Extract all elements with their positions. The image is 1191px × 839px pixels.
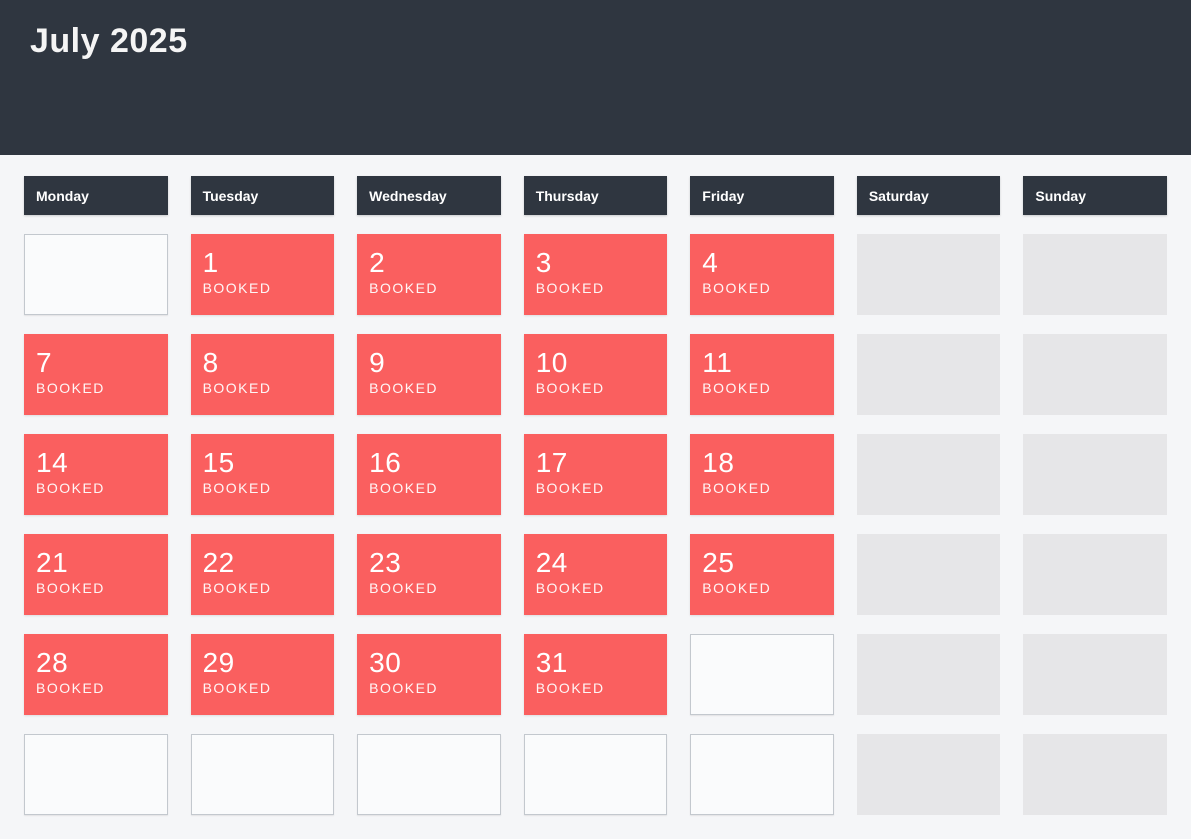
day-cell-booked[interactable]: 24 BOOKED [523,534,668,615]
day-number: 9 [369,347,386,378]
day-cell-booked[interactable]: 7 BOOKED [24,334,168,415]
booked-label: BOOKED [202,380,272,397]
day-cell-booked[interactable]: 8 BOOKED [190,334,335,415]
booked-label: BOOKED [369,480,439,497]
day-cell-empty[interactable] [190,734,335,815]
day-number: 14 [36,447,69,478]
weekend-cell [856,334,1001,415]
day-cell-booked[interactable]: 18 BOOKED [690,434,834,515]
booked-label: BOOKED [202,680,272,697]
day-cell-empty[interactable] [24,234,168,315]
day-number: 29 [202,647,235,678]
day-number: 7 [36,347,53,378]
booked-label: BOOKED [535,480,605,497]
day-cell-empty[interactable] [357,734,501,815]
day-cell-empty[interactable] [523,734,668,815]
weekday-header-tuesday: Tuesday [190,176,335,215]
booked-label: BOOKED [202,480,272,497]
day-number: 31 [535,647,568,678]
day-number: 2 [369,247,386,278]
day-cell-empty[interactable] [24,734,168,815]
booked-label: BOOKED [535,680,605,697]
day-cell-booked[interactable]: 9 BOOKED [357,334,501,415]
weekend-cell [856,234,1001,315]
booked-label: BOOKED [702,280,772,297]
day-cell-booked[interactable]: 10 BOOKED [523,334,668,415]
weekday-header-saturday: Saturday [856,176,1001,215]
day-cell-booked[interactable]: 23 BOOKED [357,534,501,615]
booked-label: BOOKED [702,580,772,597]
booked-label: BOOKED [535,580,605,597]
booked-label: BOOKED [702,480,772,497]
booked-label: BOOKED [36,380,105,397]
day-number: 25 [702,547,735,578]
weekend-cell [1023,534,1167,615]
day-number: 23 [369,547,402,578]
booked-label: BOOKED [369,280,439,297]
booked-label: BOOKED [36,480,105,497]
page-title: July 2025 [30,22,188,60]
weekend-cell [1023,734,1167,815]
weekend-cell [1023,334,1167,415]
day-cell-booked[interactable]: 28 BOOKED [24,634,168,715]
day-number: 22 [202,547,235,578]
day-cell-booked[interactable]: 17 BOOKED [523,434,668,515]
day-number: 18 [702,447,735,478]
day-number: 24 [535,547,568,578]
day-number: 3 [535,247,552,278]
day-number: 10 [535,347,568,378]
weekend-cell [856,734,1001,815]
day-number: 8 [202,347,219,378]
day-cell-booked[interactable]: 30 BOOKED [357,634,501,715]
booked-label: BOOKED [369,380,439,397]
day-number: 15 [202,447,235,478]
day-cell-booked[interactable]: 29 BOOKED [190,634,335,715]
booked-label: BOOKED [369,580,439,597]
day-number: 11 [702,347,733,378]
weekday-header-monday: Monday [24,176,168,215]
booked-label: BOOKED [535,380,605,397]
day-number: 28 [36,647,69,678]
app-header: July 2025 [0,0,1191,155]
booked-label: BOOKED [36,680,105,697]
weekend-cell [856,534,1001,615]
day-number: 21 [36,547,69,578]
weekend-cell [856,634,1001,715]
weekday-header-thursday: Thursday [523,176,668,215]
day-number: 4 [702,247,719,278]
calendar-grid: Monday Tuesday Wednesday Thursday Friday Satu… [24,176,1167,815]
day-cell-booked[interactable]: 16 BOOKED [357,434,501,515]
day-cell-booked[interactable]: 2 BOOKED [357,234,501,315]
booked-label: BOOKED [369,680,439,697]
booked-label: BOOKED [702,380,772,397]
day-number: 1 [202,247,219,278]
day-cell-empty[interactable] [690,634,834,715]
weekend-cell [856,434,1001,515]
day-cell-booked[interactable]: 14 BOOKED [24,434,168,515]
weekday-header-friday: Friday [690,176,834,215]
day-cell-booked[interactable]: 3 BOOKED [523,234,668,315]
day-cell-booked[interactable]: 22 BOOKED [190,534,335,615]
day-cell-booked[interactable]: 31 BOOKED [523,634,668,715]
booked-label: BOOKED [202,580,272,597]
booked-label: BOOKED [36,580,105,597]
weekday-header-sunday: Sunday [1023,176,1167,215]
day-cell-booked[interactable]: 15 BOOKED [190,434,335,515]
weekend-cell [1023,434,1167,515]
day-number: 16 [369,447,402,478]
day-number: 17 [535,447,568,478]
weekend-cell [1023,234,1167,315]
day-cell-booked[interactable]: 21 BOOKED [24,534,168,615]
day-cell-booked[interactable]: 1 BOOKED [190,234,335,315]
weekday-header-wednesday: Wednesday [357,176,501,215]
day-cell-booked[interactable]: 11 BOOKED [690,334,834,415]
day-cell-booked[interactable]: 25 BOOKED [690,534,834,615]
day-cell-booked[interactable]: 4 BOOKED [690,234,834,315]
booked-label: BOOKED [202,280,272,297]
day-number: 30 [369,647,402,678]
day-cell-empty[interactable] [690,734,834,815]
booked-label: BOOKED [535,280,605,297]
weekend-cell [1023,634,1167,715]
